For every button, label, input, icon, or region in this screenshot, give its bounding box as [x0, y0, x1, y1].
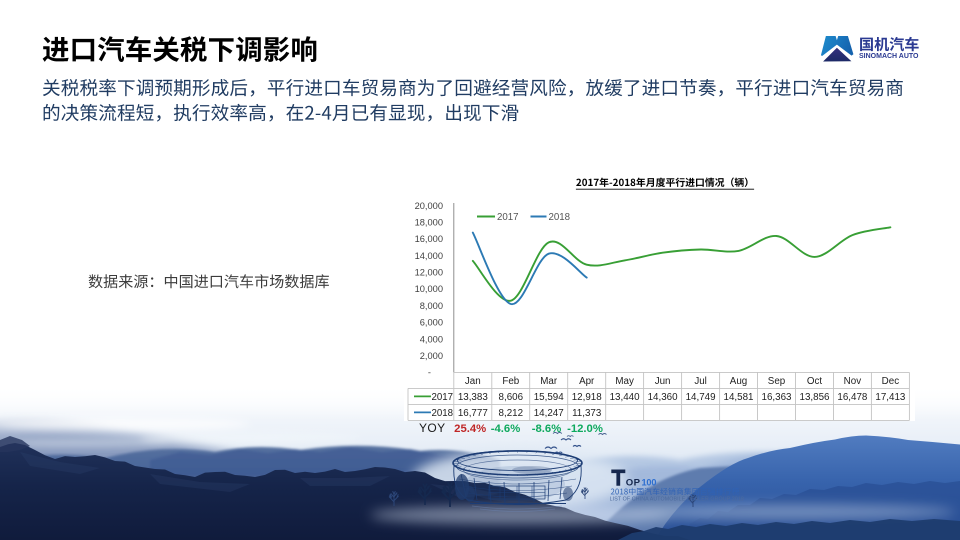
svg-text:-: -	[428, 368, 431, 378]
svg-text:16,777: 16,777	[458, 408, 488, 419]
svg-text:Mar: Mar	[540, 376, 558, 387]
svg-text:8,606: 8,606	[499, 392, 524, 403]
svg-text:Apr: Apr	[579, 376, 595, 387]
svg-text:10,000: 10,000	[415, 284, 443, 294]
svg-text:Jan: Jan	[465, 376, 481, 387]
svg-text:LIST OF CHINA AUTOMOBILE DEALE: LIST OF CHINA AUTOMOBILE DEALER GROUP 20…	[610, 497, 744, 503]
svg-text:-12.0%: -12.0%	[567, 423, 603, 435]
svg-text:Feb: Feb	[502, 376, 519, 387]
svg-text:14,000: 14,000	[415, 251, 443, 261]
svg-text:11,373: 11,373	[572, 408, 602, 419]
svg-text:14,749: 14,749	[686, 392, 716, 403]
svg-text:8,000: 8,000	[420, 301, 443, 311]
svg-text:Dec: Dec	[882, 376, 900, 387]
svg-text:2017: 2017	[497, 212, 519, 223]
svg-text:8,212: 8,212	[499, 408, 524, 419]
svg-text:2018: 2018	[432, 408, 454, 419]
svg-text:17,413: 17,413	[875, 392, 906, 403]
svg-text:Sep: Sep	[768, 376, 786, 387]
svg-text:2017: 2017	[432, 392, 454, 403]
svg-text:18,000: 18,000	[415, 218, 443, 228]
svg-text:OP: OP	[626, 478, 641, 489]
svg-text:12,000: 12,000	[415, 268, 443, 278]
svg-text:25.4%: 25.4%	[454, 423, 486, 435]
svg-text:16,363: 16,363	[762, 392, 793, 403]
svg-text:2,000: 2,000	[420, 351, 443, 361]
svg-text:4,000: 4,000	[420, 334, 443, 344]
svg-text:2018: 2018	[549, 212, 571, 223]
svg-text:16,000: 16,000	[415, 234, 443, 244]
svg-text:20,000: 20,000	[415, 201, 443, 211]
svg-text:13,856: 13,856	[800, 392, 831, 403]
svg-text:-4.6%: -4.6%	[491, 423, 521, 435]
svg-text:Aug: Aug	[730, 376, 747, 387]
svg-text:100: 100	[642, 478, 657, 488]
svg-text:YOY: YOY	[419, 421, 446, 435]
svg-text:Jun: Jun	[655, 376, 671, 387]
svg-text:May: May	[615, 376, 634, 387]
svg-text:14,247: 14,247	[534, 408, 564, 419]
svg-text:Jul: Jul	[694, 376, 707, 387]
svg-text:14,581: 14,581	[724, 392, 754, 403]
svg-text:16,478: 16,478	[837, 392, 868, 403]
svg-text:12,918: 12,918	[572, 392, 603, 403]
svg-text:15,594: 15,594	[534, 392, 565, 403]
svg-text:13,383: 13,383	[458, 392, 489, 403]
svg-text:Oct: Oct	[807, 376, 823, 387]
svg-text:-8.6%: -8.6%	[532, 423, 562, 435]
svg-text:6,000: 6,000	[420, 318, 443, 328]
svg-text:13,440: 13,440	[610, 392, 641, 403]
svg-text:SINOMACH AUTO: SINOMACH AUTO	[859, 53, 919, 60]
svg-text:Nov: Nov	[844, 376, 862, 387]
svg-text:14,360: 14,360	[648, 392, 679, 403]
